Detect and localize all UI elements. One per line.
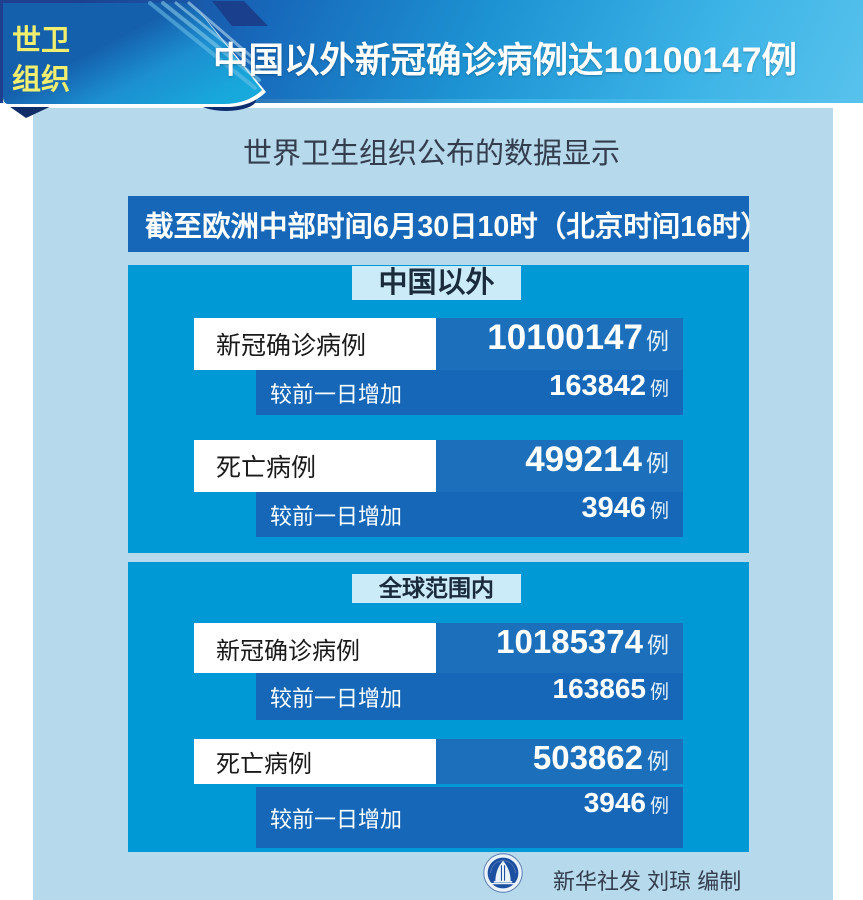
svg-text:世卫: 世卫 — [12, 24, 70, 57]
svg-text:组织: 组织 — [12, 62, 70, 96]
